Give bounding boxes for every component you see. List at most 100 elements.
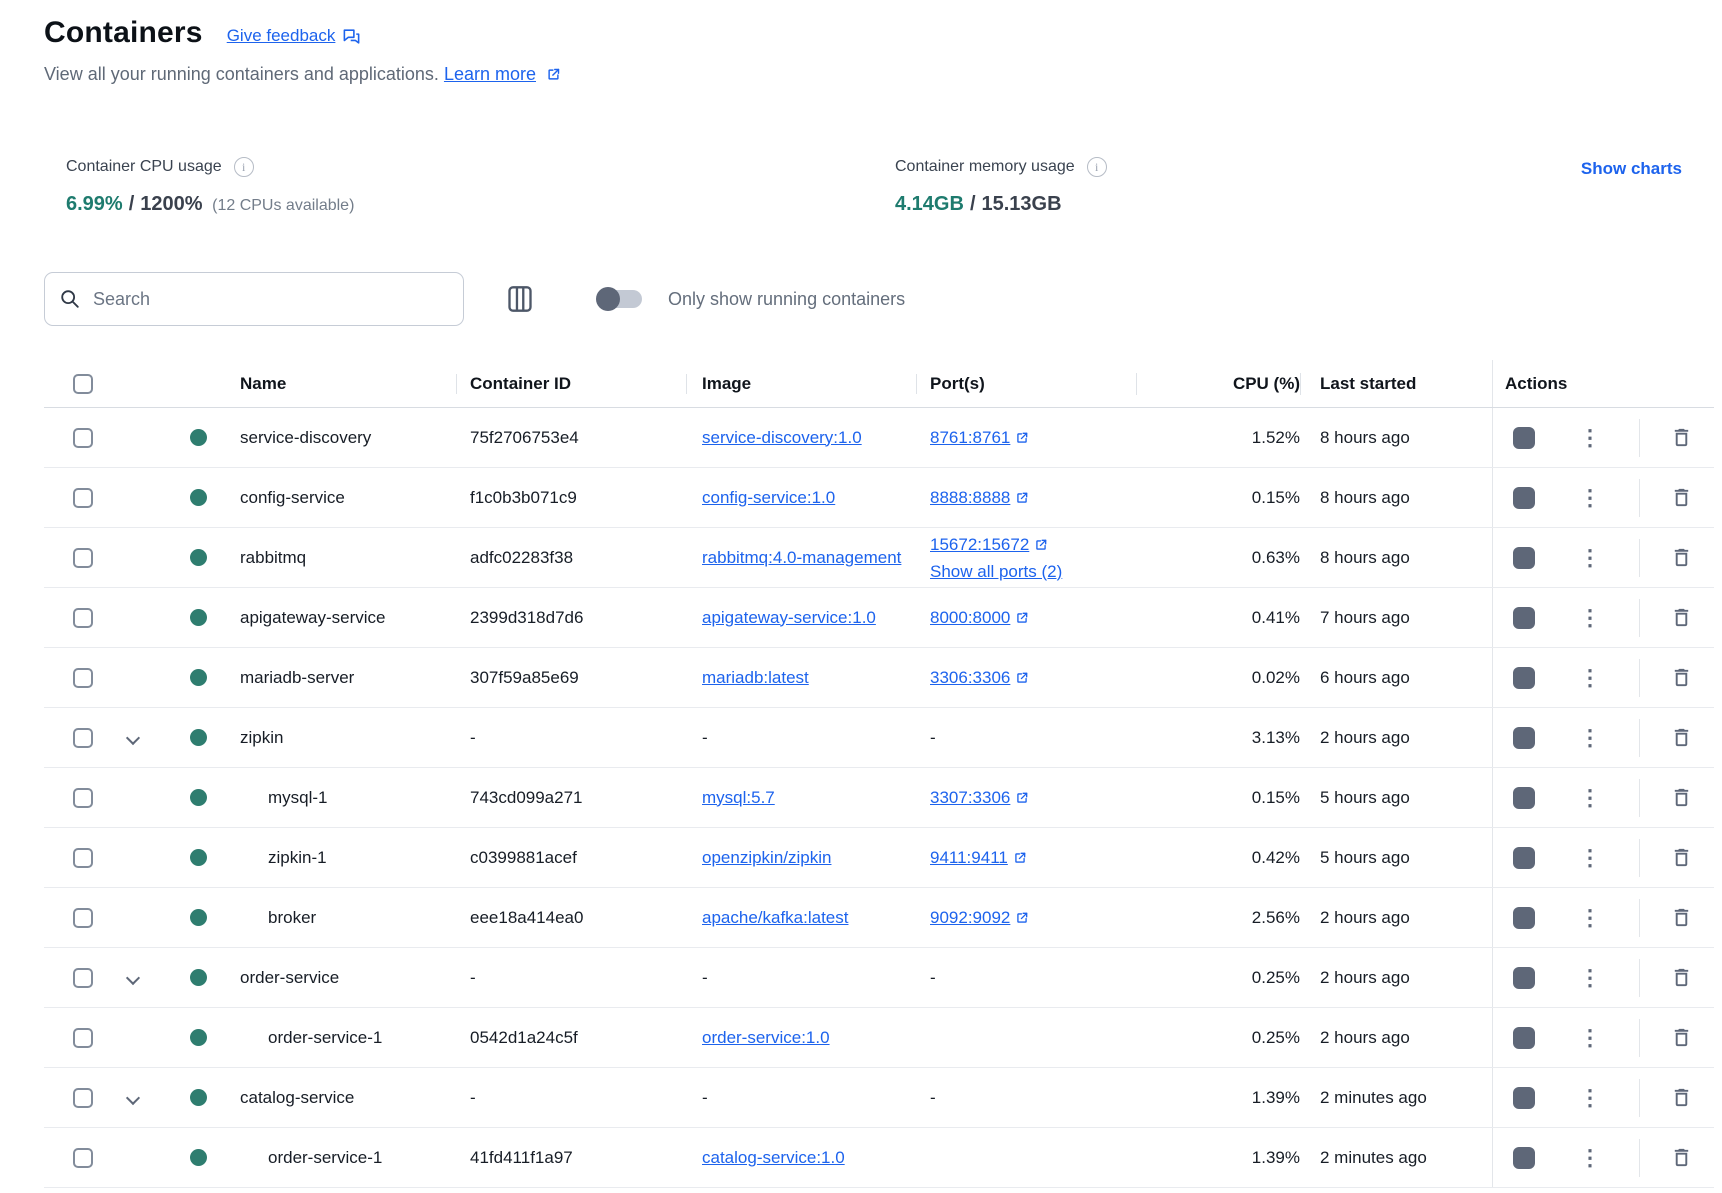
info-icon[interactable]: i — [1086, 157, 1107, 177]
column-settings-button[interactable] — [506, 283, 534, 315]
stop-button[interactable] — [1513, 1086, 1535, 1109]
column-header-image[interactable]: Image — [686, 373, 916, 394]
info-icon[interactable]: i — [233, 157, 254, 177]
delete-button[interactable] — [1670, 546, 1693, 569]
learn-more-link[interactable]: Learn more — [444, 64, 561, 84]
search-input[interactable] — [93, 288, 449, 310]
image-link[interactable]: config-service:1.0 — [702, 487, 836, 507]
row-checkbox[interactable] — [73, 547, 93, 568]
columns-icon — [508, 286, 532, 312]
give-feedback-link[interactable]: Give feedback — [227, 26, 362, 46]
delete-button[interactable] — [1670, 1146, 1693, 1169]
image-link[interactable]: apache/kafka:latest — [702, 907, 849, 927]
column-header-last-started[interactable]: Last started — [1300, 372, 1492, 395]
delete-button[interactable] — [1670, 1026, 1693, 1049]
actions-divider — [1639, 598, 1640, 637]
more-actions-button[interactable]: ⋮ — [1579, 424, 1601, 450]
port-link[interactable]: 8888:8888 — [930, 488, 1011, 507]
port-link[interactable]: 3306:3306 — [930, 668, 1011, 687]
show-charts-link[interactable]: Show charts — [1580, 159, 1682, 178]
actions-divider — [1639, 958, 1640, 997]
row-checkbox[interactable] — [73, 787, 93, 808]
port-link[interactable]: 8000:8000 — [930, 608, 1011, 627]
port-link[interactable]: 8761:8761 — [930, 428, 1011, 447]
column-header-ports[interactable]: Port(s) — [916, 373, 1136, 394]
stop-button[interactable] — [1513, 666, 1535, 689]
stop-button[interactable] — [1513, 426, 1535, 449]
row-checkbox[interactable] — [73, 1027, 93, 1048]
more-actions-button[interactable]: ⋮ — [1579, 1024, 1601, 1050]
stop-button[interactable] — [1513, 606, 1535, 629]
chevron-down-icon[interactable] — [125, 730, 141, 745]
image-link[interactable]: openzipkin/zipkin — [702, 847, 832, 867]
external-link-icon — [1017, 432, 1028, 443]
row-checkbox[interactable] — [73, 667, 93, 688]
table-row: apigateway-service 2399d318d7d6 apigatew… — [44, 588, 1714, 648]
show-all-ports-link[interactable]: Show all ports (2) — [930, 561, 1063, 581]
port-link[interactable]: 9092:9092 — [930, 908, 1011, 927]
stop-button[interactable] — [1513, 1026, 1535, 1049]
image-link[interactable]: order-service:1.0 — [702, 1027, 830, 1047]
more-actions-button[interactable]: ⋮ — [1579, 604, 1601, 630]
stop-button[interactable] — [1513, 726, 1535, 749]
column-header-container-id[interactable]: Container ID — [456, 373, 686, 394]
row-checkbox[interactable] — [73, 907, 93, 928]
port-link[interactable]: 9411:9411 — [930, 848, 1008, 867]
stop-button[interactable] — [1513, 1146, 1535, 1169]
image-link[interactable]: service-discovery:1.0 — [702, 427, 862, 447]
more-actions-button[interactable]: ⋮ — [1579, 1144, 1601, 1170]
stop-button[interactable] — [1513, 486, 1535, 509]
column-header-name[interactable]: Name — [240, 373, 287, 393]
delete-button[interactable] — [1670, 1086, 1693, 1109]
stop-button[interactable] — [1513, 786, 1535, 809]
container-image-cell: - — [702, 1087, 708, 1107]
running-only-toggle[interactable] — [596, 287, 642, 311]
table-row: rabbitmq adfc02283f38 rabbitmq:4.0-manag… — [44, 528, 1714, 588]
more-actions-button[interactable]: ⋮ — [1579, 724, 1601, 750]
row-checkbox[interactable] — [73, 607, 93, 628]
last-started-value: 8 hours ago — [1320, 427, 1410, 447]
delete-button[interactable] — [1670, 906, 1693, 929]
image-link[interactable]: apigateway-service:1.0 — [702, 607, 876, 627]
row-checkbox[interactable] — [73, 1147, 93, 1168]
delete-button[interactable] — [1670, 846, 1693, 869]
more-actions-button[interactable]: ⋮ — [1579, 964, 1601, 990]
more-actions-button[interactable]: ⋮ — [1579, 784, 1601, 810]
port-link[interactable]: 15672:15672 — [930, 534, 1030, 554]
external-link-icon — [1017, 792, 1028, 803]
image-link[interactable]: mysql:5.7 — [702, 787, 775, 807]
column-header-cpu[interactable]: CPU (%) — [1136, 372, 1300, 395]
delete-button[interactable] — [1670, 486, 1693, 509]
row-actions: ⋮ — [1492, 468, 1714, 527]
stop-button[interactable] — [1513, 546, 1535, 569]
delete-button[interactable] — [1670, 666, 1693, 689]
delete-button[interactable] — [1670, 606, 1693, 629]
more-actions-button[interactable]: ⋮ — [1579, 544, 1601, 570]
image-link[interactable]: catalog-service:1.0 — [702, 1147, 845, 1167]
image-link[interactable]: rabbitmq:4.0-management — [702, 547, 902, 567]
row-actions: ⋮ — [1492, 588, 1714, 647]
delete-button[interactable] — [1670, 426, 1693, 449]
stop-button[interactable] — [1513, 906, 1535, 929]
stop-button[interactable] — [1513, 966, 1535, 989]
chevron-down-icon[interactable] — [125, 970, 141, 985]
row-checkbox[interactable] — [73, 967, 93, 988]
row-checkbox[interactable] — [73, 1087, 93, 1108]
image-link[interactable]: mariadb:latest — [702, 667, 809, 687]
row-checkbox[interactable] — [73, 847, 93, 868]
more-actions-button[interactable]: ⋮ — [1579, 664, 1601, 690]
more-actions-button[interactable]: ⋮ — [1579, 1084, 1601, 1110]
more-actions-button[interactable]: ⋮ — [1579, 904, 1601, 930]
chevron-down-icon[interactable] — [125, 1090, 141, 1105]
port-link[interactable]: 3307:3306 — [930, 788, 1011, 807]
row-checkbox[interactable] — [73, 427, 93, 448]
delete-button[interactable] — [1670, 786, 1693, 809]
delete-button[interactable] — [1670, 966, 1693, 989]
more-actions-button[interactable]: ⋮ — [1579, 484, 1601, 510]
row-checkbox[interactable] — [73, 487, 93, 508]
row-checkbox[interactable] — [73, 727, 93, 748]
delete-button[interactable] — [1670, 726, 1693, 749]
stop-button[interactable] — [1513, 846, 1535, 869]
select-all-checkbox[interactable] — [73, 373, 93, 394]
more-actions-button[interactable]: ⋮ — [1579, 844, 1601, 870]
